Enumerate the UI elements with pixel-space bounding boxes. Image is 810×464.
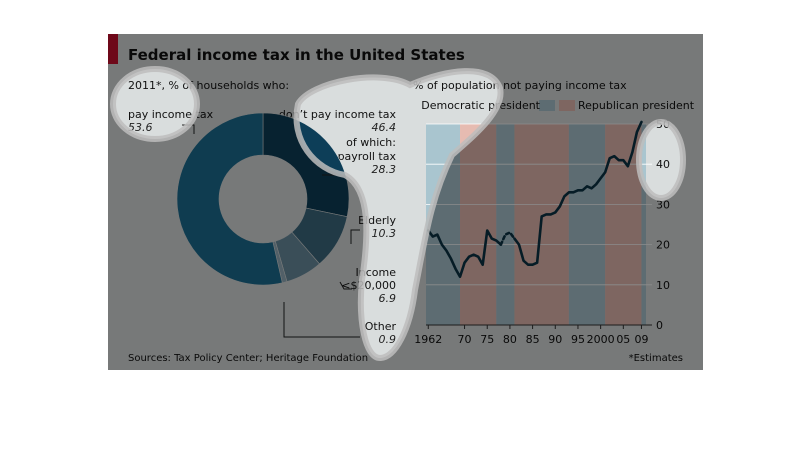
x-tick-90: 90 bbox=[548, 333, 562, 346]
y-tick-20: 20 bbox=[656, 239, 670, 252]
pie-slices bbox=[176, 112, 350, 286]
president-periods bbox=[426, 124, 646, 325]
pay-value: 53.6 bbox=[128, 121, 153, 134]
legend-republican: Republican president bbox=[578, 99, 695, 112]
y-tick-labels: 0 10 20 30 40 50 bbox=[656, 118, 670, 332]
series-line-2 bbox=[513, 120, 643, 266]
y-tick-40: 40 bbox=[656, 158, 670, 171]
accent-bar bbox=[108, 34, 118, 64]
pie-title: 2011*, % of households who: bbox=[128, 79, 289, 92]
x-tick-85: 85 bbox=[526, 333, 540, 346]
other-value: 0.9 bbox=[379, 333, 397, 346]
elderly-value: 10.3 bbox=[372, 227, 397, 240]
legend-swatch-republican bbox=[559, 100, 575, 111]
legend-swatch-democratic bbox=[539, 100, 555, 111]
chart-canvas: 2011*, % of households who: pay income t… bbox=[128, 79, 695, 364]
leader-pay bbox=[182, 124, 195, 134]
estimates-footnote: *Estimates bbox=[629, 353, 683, 364]
elderly-label: Elderly bbox=[358, 214, 396, 227]
y-tick-30: 30 bbox=[656, 198, 670, 211]
x-tick-05: 05 bbox=[616, 333, 630, 346]
figure-panel: Federal income tax in the United States … bbox=[108, 34, 703, 370]
y-tick-10: 10 bbox=[656, 279, 670, 292]
pie-slice-0 bbox=[262, 112, 350, 218]
x-tick-2000: 2000 bbox=[587, 333, 615, 346]
period-band-0 bbox=[426, 124, 461, 325]
chart-title: Federal income tax in the United States bbox=[128, 46, 465, 64]
income-value: 6.9 bbox=[379, 292, 397, 305]
dont-pay-value: 46.4 bbox=[372, 121, 397, 134]
period-band-5 bbox=[605, 124, 642, 325]
x-tick-80: 80 bbox=[503, 333, 517, 346]
x-tick-labels: 1962 70 75 80 85 90 95 2000 05 09 bbox=[414, 325, 648, 346]
period-band-2 bbox=[496, 124, 515, 325]
x-tick-95: 95 bbox=[571, 333, 585, 346]
line-chart-title: % of population not paying income tax bbox=[413, 79, 627, 92]
leader-other bbox=[283, 302, 360, 338]
of-which-label: of which: bbox=[346, 136, 396, 149]
period-band-4 bbox=[568, 124, 606, 325]
pay-label: pay income tax bbox=[128, 108, 214, 121]
x-tick-75: 75 bbox=[480, 333, 494, 346]
period-band-1 bbox=[460, 124, 497, 325]
x-tick-09: 09 bbox=[634, 333, 648, 346]
y-tick-0: 0 bbox=[656, 319, 663, 332]
payroll-value: 28.3 bbox=[372, 163, 397, 176]
leader-elderly bbox=[350, 229, 360, 244]
y-tick-50: 50 bbox=[656, 118, 670, 131]
x-tick-70: 70 bbox=[458, 333, 472, 346]
pie-slice-4 bbox=[176, 112, 283, 286]
other-label: Other bbox=[365, 320, 397, 333]
source-note: Sources: Tax Policy Center; Heritage Fou… bbox=[128, 353, 368, 364]
dont-pay-label: don’t pay income tax bbox=[279, 108, 397, 121]
income-label-line1: Income bbox=[356, 266, 397, 279]
legend-democratic: Democratic president bbox=[421, 99, 540, 112]
income-label-line2: <$20,000 bbox=[341, 279, 396, 292]
period-band-6 bbox=[641, 124, 646, 325]
x-tick-1962: 1962 bbox=[414, 333, 442, 346]
